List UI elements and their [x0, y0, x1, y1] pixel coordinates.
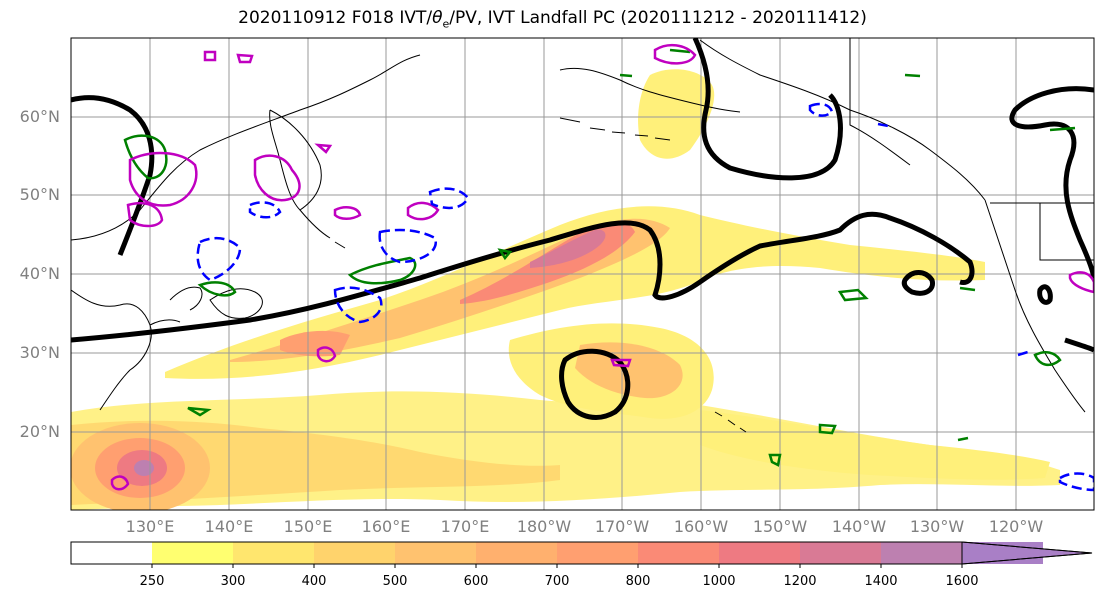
- colorbar-segment: [800, 542, 881, 564]
- colorbar-segment: [557, 542, 638, 564]
- coast-hawaii: [714, 411, 747, 433]
- pv-negative-contours: [196, 102, 1094, 492]
- pc-contour-west: [71, 95, 155, 256]
- colorbar-segment: [476, 542, 557, 564]
- pc-contour-east: [1009, 86, 1094, 281]
- theta-e-contours: [123, 48, 1076, 467]
- lat-label-20n: 20°N: [19, 422, 60, 441]
- lat-label-60n: 60°N: [19, 107, 60, 126]
- colorbar-segment: [881, 542, 962, 564]
- ivt-central-inner: [575, 342, 683, 399]
- map-title: 2020110912 F018 IVT/θe/PV, IVT Landfall …: [0, 8, 1105, 30]
- ivt-alaska: [638, 69, 715, 159]
- title-suffix: /PV, IVT Landfall PC (2020111212 - 20201…: [449, 8, 867, 28]
- title-theta-sub: e: [442, 17, 450, 31]
- lon-label-120w: 120°W: [988, 517, 1044, 536]
- lat-label-30n: 30°N: [19, 343, 60, 362]
- colorbar-segment: [314, 542, 395, 564]
- colorbar-tick-1200: 1200: [783, 574, 817, 589]
- colorbar-tick-700: 700: [544, 574, 570, 589]
- colorbar-tick-1400: 1400: [864, 574, 898, 589]
- ivt-typhoon-core: [134, 460, 154, 476]
- colorbar-segment: [719, 542, 800, 564]
- pc-contour-alaska: [692, 38, 843, 181]
- colorbar-segment: [152, 542, 233, 564]
- colorbar-tick-800: 800: [625, 574, 651, 589]
- colorbar-tick-500: 500: [382, 574, 408, 589]
- pc-contour-small-ring: [901, 270, 936, 296]
- coast-namerica: [984, 199, 1086, 413]
- pv-positive-contours: [110, 43, 1094, 491]
- title-theta: θ: [432, 8, 443, 28]
- lon-label-140e: 140°E: [204, 517, 254, 536]
- title-prefix: 2020110912 F018 IVT/: [238, 8, 433, 28]
- lon-label-180w: 180°W: [516, 517, 572, 536]
- colorbar-tick-250: 250: [139, 574, 165, 589]
- lat-label-50n: 50°N: [19, 185, 60, 204]
- colorbar-tick-600: 600: [463, 574, 489, 589]
- colorbar-tick-1600: 1600: [945, 574, 979, 589]
- lon-label-170w: 170°W: [594, 517, 650, 536]
- lon-label-150e: 150°E: [283, 517, 333, 536]
- map-frame: [70, 37, 1095, 511]
- border-canada-alaska: [849, 38, 911, 166]
- coast-aleutians: [559, 117, 671, 141]
- lon-label-160e: 160°E: [361, 517, 411, 536]
- ivt-east-band: [700, 410, 1050, 480]
- pc-contour-coast: [1037, 284, 1094, 353]
- colorbar-tick-300: 300: [220, 574, 246, 589]
- lat-label-40n: 40°N: [19, 264, 60, 283]
- lon-label-130e: 130°E: [125, 517, 175, 536]
- border-canada-us: [990, 202, 1094, 261]
- lon-label-140w: 140°W: [831, 517, 887, 536]
- colorbar-frame: [70, 541, 1093, 565]
- lon-label-160w: 160°W: [673, 517, 729, 536]
- ivt-pc-contours: [71, 38, 1094, 420]
- lon-label-130w: 130°W: [909, 517, 965, 536]
- colorbar: [70, 541, 1093, 568]
- pc-contour-loop-central: [559, 348, 631, 420]
- colorbar-tick-400: 400: [301, 574, 327, 589]
- lon-label-170e: 170°E: [440, 517, 490, 536]
- lon-label-150w: 150°W: [752, 517, 808, 536]
- pc-contour-main: [71, 211, 975, 343]
- colorbar-tick-1000: 1000: [702, 574, 736, 589]
- ivt-shading: [71, 69, 1060, 510]
- coast-kurils: [299, 209, 346, 249]
- ivt-ar-core: [530, 229, 606, 268]
- colorbar-segment: [395, 542, 476, 564]
- colorbar-segment: [233, 542, 314, 564]
- colorbar-segment: [71, 542, 152, 564]
- colorbar-segment: [638, 542, 719, 564]
- graticule: [71, 38, 1094, 510]
